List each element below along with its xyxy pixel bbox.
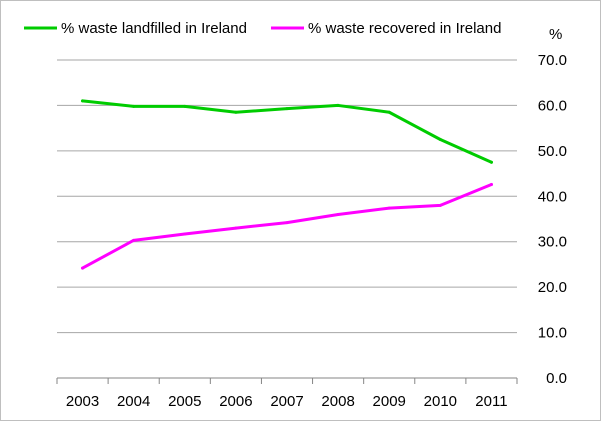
x-tick-label: 2006 (219, 393, 252, 410)
legend: % waste landfilled in Ireland % waste re… (24, 20, 501, 37)
recovered-data-point (438, 203, 442, 207)
recovered-data-point (132, 238, 136, 242)
y-tick-label: 10.0 (538, 325, 567, 342)
landfilled-data-point (387, 110, 391, 114)
x-tick-label: 2007 (270, 393, 303, 410)
recovered-data-point (81, 266, 85, 270)
y-tick-label: 30.0 (538, 234, 567, 251)
recovered-data-point (387, 206, 391, 210)
landfilled-data-point (489, 160, 493, 164)
recovered-data-point (336, 212, 340, 216)
landfilled-data-point (285, 107, 289, 111)
landfilled-data-point (438, 138, 442, 141)
legend-label-recovered: % waste recovered in Ireland (308, 20, 501, 37)
recovered-data-point (234, 226, 238, 230)
recovered-data-point (489, 182, 493, 186)
recovered-data-point (183, 232, 187, 236)
x-tick-label: 2004 (117, 393, 150, 410)
x-tick-label: 2009 (373, 393, 406, 410)
x-tick-label: 2011 (475, 393, 507, 410)
x-tick-label: 2008 (321, 393, 354, 410)
y-tick-label: 20.0 (538, 279, 567, 296)
y-tick-label: 40.0 (538, 188, 567, 205)
x-tick-label: 2005 (168, 393, 201, 410)
series-lines (81, 99, 493, 270)
gridlines (57, 59, 517, 334)
recovered-data-point (285, 221, 289, 225)
x-axis (56, 377, 518, 384)
y-axis-unit-label: % (549, 26, 562, 43)
x-tick-label: 2010 (424, 393, 457, 410)
y-tick-label: 50.0 (538, 143, 567, 160)
x-tick-label: 2003 (66, 393, 99, 410)
y-tick-label: 70.0 (538, 52, 567, 69)
tick-labels: 0.0 10.0 20.0 30.0 40.0 50.0 60.0 70.0 2003 2004 2… (66, 52, 567, 410)
landfilled-data-point (132, 104, 136, 108)
landfilled-data-point (81, 99, 85, 103)
y-tick-label: 60.0 (538, 97, 567, 114)
series-line-recovered (81, 182, 493, 270)
landfilled-data-point (183, 104, 187, 108)
legend-label-landfilled: % waste landfilled in Ireland (61, 20, 247, 37)
landfilled-data-point (336, 103, 340, 107)
landfilled-data-point (234, 110, 238, 114)
y-tick-label: 0.0 (546, 370, 567, 387)
